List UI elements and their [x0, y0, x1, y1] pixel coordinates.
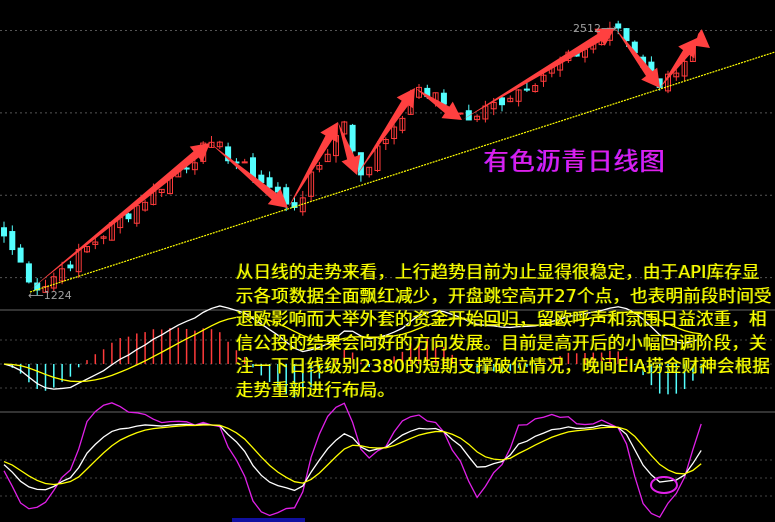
trend-arrow [415, 88, 462, 120]
support-trendline [29, 51, 775, 293]
candle-up [158, 188, 165, 194]
trend-arrow [357, 88, 415, 175]
trend-arrow [30, 143, 210, 290]
candle-down [17, 247, 24, 263]
candle-up [216, 141, 223, 148]
trend-arrow [462, 28, 615, 120]
candle-up [341, 121, 348, 135]
candle-down [1, 227, 7, 237]
kdj-k-line [3, 423, 702, 492]
analysis-note: 从日线的走势来看，上行趋势目前为止显得很稳定，由于API库存显示各项数据全面飘红… [236, 263, 772, 401]
candle-up [490, 101, 497, 110]
trend-arrow [210, 143, 288, 208]
candle-up [382, 138, 389, 145]
candle-up [507, 97, 514, 103]
candle-up [474, 115, 481, 121]
candle-down [266, 177, 273, 188]
candle-up [540, 74, 547, 82]
candle-up [391, 126, 398, 139]
candle-up [532, 85, 539, 93]
trend-arrow [660, 38, 697, 88]
high-price-value: 2512 [573, 22, 601, 35]
candle-up [50, 276, 57, 289]
highlight-circle [650, 476, 678, 494]
candle-down [623, 28, 630, 42]
candle-up [241, 161, 248, 164]
candle-down [225, 146, 232, 162]
candle-up [191, 162, 198, 171]
macd-dea-line [3, 311, 702, 383]
candle-up [316, 164, 323, 170]
trend-arrow [338, 122, 361, 175]
candle-down [25, 263, 32, 283]
trend-arrow [689, 29, 710, 48]
low-price-label: ⟵1224 [28, 289, 72, 302]
candle-up [366, 166, 373, 176]
arrow-left-icon: ⟵ [28, 289, 44, 302]
low-price-value: 1224 [43, 289, 72, 302]
candle-up [59, 268, 66, 282]
candle-up [299, 197, 306, 213]
candle-up [515, 89, 522, 102]
candle-down [523, 88, 530, 91]
scroll-tab [232, 518, 305, 522]
candle-down [9, 231, 16, 251]
candle-up [681, 60, 688, 77]
candle-down [465, 110, 472, 121]
trend-arrow [615, 28, 660, 88]
high-price-label: 2512⟶ [573, 22, 617, 35]
candle-down [349, 124, 356, 152]
candle-down [440, 92, 447, 105]
candle-down [125, 213, 132, 220]
candle-up [142, 201, 149, 211]
kdj-j-line [3, 402, 702, 519]
candle-up [665, 73, 671, 92]
candle-up [673, 72, 680, 78]
candle-up [324, 153, 331, 163]
macd-dif-line [3, 305, 702, 390]
candle-up [84, 246, 90, 253]
chart-title: 有色沥青日线图 [484, 147, 667, 176]
trend-arrow [288, 122, 338, 208]
candle-up [100, 236, 107, 239]
kdj-d-line [3, 424, 702, 486]
candle-down [615, 23, 622, 29]
candle-up [92, 241, 99, 245]
candle-up [399, 117, 406, 131]
candle-down [67, 264, 74, 269]
candle-down [499, 97, 505, 106]
arrow-right-icon: ⟶ [601, 22, 617, 35]
